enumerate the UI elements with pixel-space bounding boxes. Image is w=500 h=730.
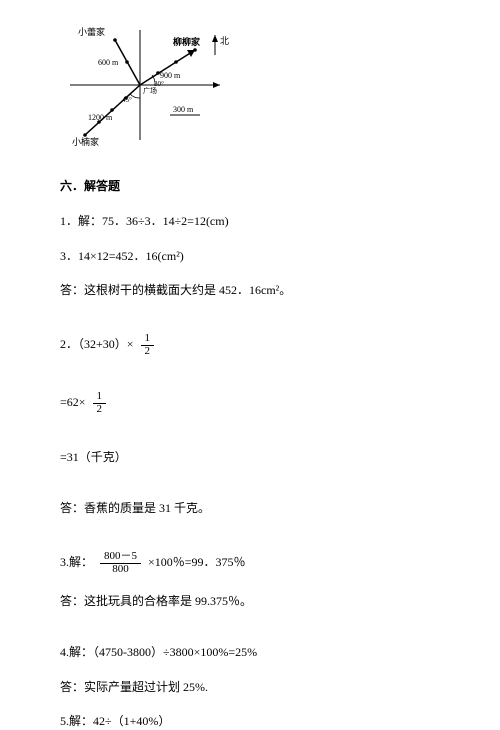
- q2-line1: 2．（32+30）× 1 2: [60, 333, 440, 357]
- north-label: 北: [220, 36, 229, 46]
- direction-diagram: 北 小蕾家 柳柳家 600 m 900 m 30° 45° 1200 m 广场 …: [60, 20, 440, 150]
- q2-frac2: 1 2: [93, 391, 107, 415]
- bottom-left-label: 小楠家: [72, 136, 99, 147]
- q5-line1: 5.解：42÷（1+40%）: [60, 713, 440, 730]
- dist-900: 900 m: [160, 71, 181, 80]
- q3-line1-post: ×100％=99．375％: [148, 555, 246, 569]
- dist-600: 600 m: [98, 58, 119, 67]
- q2-line1-pre: 2．（32+30）×: [60, 337, 137, 351]
- q2-frac2-num: 1: [93, 391, 107, 404]
- q2-frac1-num: 1: [141, 333, 155, 346]
- right-label: 柳柳家: [173, 36, 201, 47]
- q3-frac: 800－5 800: [100, 551, 141, 575]
- q3-answer: 答：这批玩具的合格率是 99.375％。: [60, 593, 440, 610]
- q2-frac1: 1 2: [141, 333, 155, 357]
- dist-300: 300 m: [173, 105, 194, 114]
- q1-line1: 1．解：75．36÷3．14÷2=12(cm): [60, 213, 440, 230]
- diagram-svg: 北 小蕾家 柳柳家 600 m 900 m 30° 45° 1200 m 广场 …: [60, 20, 230, 150]
- q2-line2: =62× 1 2: [60, 391, 440, 415]
- q2-line2-pre: =62×: [60, 395, 89, 409]
- q3-frac-den: 800: [100, 564, 141, 576]
- center-label: 广场: [143, 86, 157, 95]
- section-heading: 六．解答题: [60, 178, 440, 195]
- q4-answer: 答：实际产量超过计划 25%.: [60, 679, 440, 696]
- q3-frac-num: 800－5: [100, 551, 141, 564]
- top-left-label: 小蕾家: [78, 26, 105, 37]
- q2-frac1-den: 2: [141, 346, 155, 358]
- q2-answer: 答：香蕉的质量是 31 千克。: [60, 500, 440, 517]
- q2-line3: =31（千克）: [60, 449, 440, 466]
- q1-answer: 答：这根树干的横截面大约是 452．16cm²。: [60, 282, 440, 299]
- q1-line2: 3．14×12=452．16(cm²): [60, 248, 440, 265]
- q3-line1-pre: 3.解：: [60, 555, 93, 569]
- q2-frac2-den: 2: [93, 404, 107, 416]
- dist-1200: 1200 m: [88, 113, 113, 122]
- q3-line1: 3.解： 800－5 800 ×100％=99．375％: [60, 551, 440, 575]
- angle-45: 45°: [122, 96, 132, 104]
- q4-line1: 4.解：（4750-3800）÷3800×100%=25%: [60, 644, 440, 661]
